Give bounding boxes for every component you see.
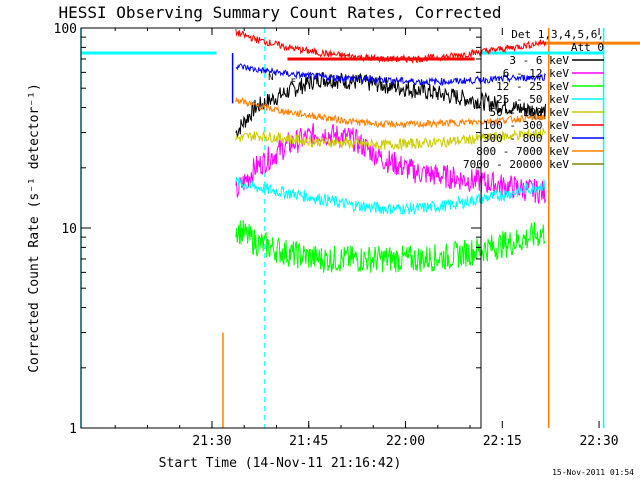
series-line-4 bbox=[235, 128, 546, 151]
legend-label-7: 800 - 7000 keV bbox=[476, 145, 569, 158]
x-tick-label-2: 22:00 bbox=[386, 434, 425, 449]
annotation-letter-1: F bbox=[291, 78, 296, 88]
series-line-3 bbox=[235, 177, 546, 215]
series-line-6 bbox=[235, 63, 546, 87]
legend-title-line-2: Att 0 bbox=[571, 41, 604, 54]
series-line-0 bbox=[235, 72, 546, 138]
series-layer bbox=[235, 29, 546, 273]
legend-label-6: 300 - 800 keV bbox=[483, 132, 569, 145]
legend-label-2: 12 - 25 keV bbox=[496, 80, 569, 93]
legend-title-line-1: Det 1,3,4,5,6, bbox=[511, 28, 604, 41]
legend-label-0: 3 - 6 keV bbox=[509, 54, 569, 67]
x-tick-label-4: 22:30 bbox=[579, 434, 618, 449]
legend-label-1: 6 - 12 keV bbox=[503, 67, 570, 80]
footer-date: 15-Nov-2011 01:54 bbox=[552, 468, 634, 477]
legend-label-8: 7000 - 20000 keV bbox=[463, 158, 569, 171]
series-line-5 bbox=[235, 29, 546, 64]
x-tick-label-1: 21:45 bbox=[289, 434, 328, 449]
x-tick-label-3: 22:15 bbox=[483, 434, 522, 449]
x-axis-label: Start Time (14-Nov-11 21:16:42) bbox=[159, 456, 402, 471]
y-tick-label-0: 1 bbox=[69, 422, 77, 437]
x-tick-label-0: 21:30 bbox=[192, 434, 231, 449]
annotation-letter-0: N bbox=[268, 73, 273, 83]
series-line-7 bbox=[235, 97, 546, 129]
chart-title: HESSI Observing Summary Count Rates, Cor… bbox=[58, 3, 501, 22]
legend-label-3: 25 - 50 keV bbox=[496, 93, 569, 106]
series-line-2 bbox=[235, 220, 546, 273]
y-axis-label: Corrected Count Rate (s⁻¹ detector⁻¹) bbox=[27, 83, 42, 373]
y-tick-label-1: 10 bbox=[61, 222, 77, 237]
legend-label-4: 50 - 100 keV bbox=[490, 106, 570, 119]
y-tick-label-2: 100 bbox=[54, 22, 77, 37]
legend-label-5: 100 - 300 keV bbox=[483, 119, 569, 132]
